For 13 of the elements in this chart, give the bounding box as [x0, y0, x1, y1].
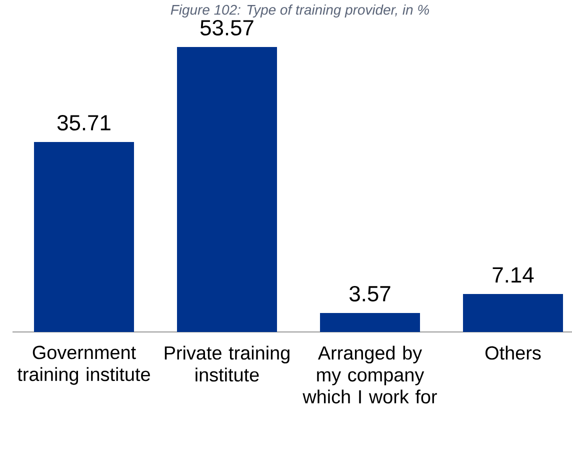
x-tick-label: Others — [485, 346, 541, 360]
chart-title: Figure 102: Type of training provider, in % — [170, 4, 429, 18]
bar — [320, 312, 420, 332]
data-label: 3.57 — [350, 286, 390, 302]
data-label: 53.57 — [200, 20, 254, 36]
data-label: 7.14 — [492, 267, 534, 282]
bar — [463, 294, 564, 332]
data-label: 35.71 — [57, 114, 110, 131]
x-tick-label: Arranged by my company which I work for — [302, 346, 437, 404]
bar — [34, 142, 134, 332]
x-tick-label: Government training institute — [17, 346, 150, 385]
x-tick-label: Private training institute — [164, 346, 290, 382]
bar — [177, 47, 278, 332]
